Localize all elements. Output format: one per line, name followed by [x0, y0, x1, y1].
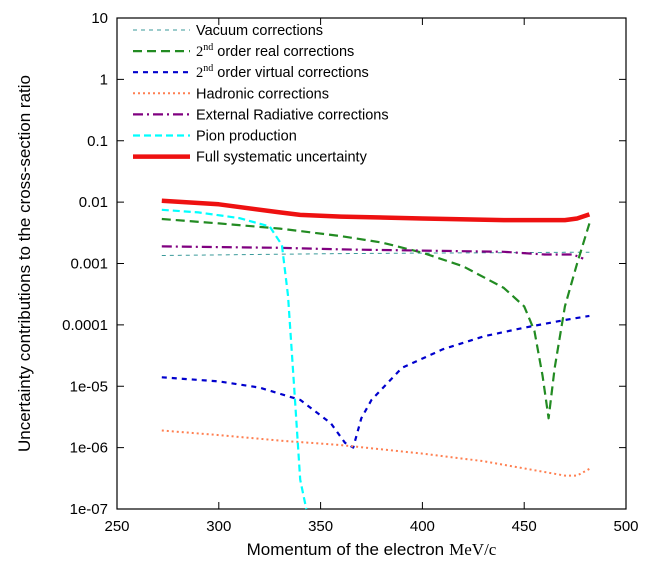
legend-label: Full systematic uncertainty: [196, 150, 368, 166]
series-line-2nd-order-virtual-corrections: [161, 314, 590, 449]
x-tick-label: 450: [512, 518, 537, 535]
x-tick-label: 400: [410, 518, 435, 535]
series-line-vacuum-corrections: [161, 251, 590, 256]
y-tick-label: 0.01: [79, 194, 108, 211]
y-tick-label: 0.0001: [62, 317, 108, 334]
y-tick-label: 1e-05: [70, 378, 108, 395]
plot-area: [116, 17, 627, 510]
legend-label-order: 2: [196, 65, 203, 81]
legend-label: Hadronic corrections: [196, 86, 329, 102]
legend-label-order: 2: [196, 44, 203, 60]
legend-label-text: order virtual corrections: [213, 65, 369, 81]
y-tick-label: 1e-06: [70, 440, 108, 457]
legend-label: Pion production: [196, 129, 297, 145]
legend-label-superscript: nd: [203, 63, 213, 74]
y-tick-label: 1: [100, 71, 108, 88]
x-tick-label: 250: [104, 518, 129, 535]
series-line-pion-production: [161, 208, 308, 510]
legend-label-superscript: nd: [203, 42, 213, 53]
y-tick-label: 10: [91, 10, 108, 27]
legend-label: 2nd order virtual corrections: [196, 63, 369, 81]
series-line-hadronic-corrections: [161, 429, 590, 477]
y-axis-label: Uncertainty contributions to the cross-s…: [15, 75, 34, 452]
y-tick-label: 0.001: [70, 256, 108, 273]
x-tick-label: 500: [613, 518, 638, 535]
series-line-external-radiative-corrections: [161, 245, 584, 260]
x-axis-label: Momentum of the electron MeV/c: [247, 540, 497, 559]
series-line-2nd-order-real-corrections: [161, 217, 591, 420]
legend-label-text: order real corrections: [213, 44, 354, 60]
series-group: [161, 198, 591, 510]
series-line-full-systematic-uncertainty: [161, 198, 591, 223]
x-tick-label: 350: [308, 518, 333, 535]
x-tick-label: 300: [206, 518, 231, 535]
legend-label: Vacuum corrections: [196, 23, 323, 39]
y-tick-label: 0.1: [87, 133, 108, 150]
legend-label: External Radiative corrections: [196, 107, 389, 123]
x-axis-unit: MeV/c: [449, 540, 497, 559]
plot-frame: [116, 17, 627, 510]
legend-label: 2nd order real corrections: [196, 42, 354, 60]
axis-ticks: 250 300 350 400 450 500 10 1 0.1 0.01 0.001 0.0001 1…: [62, 10, 638, 535]
y-tick-label: 1e-07: [70, 501, 108, 518]
